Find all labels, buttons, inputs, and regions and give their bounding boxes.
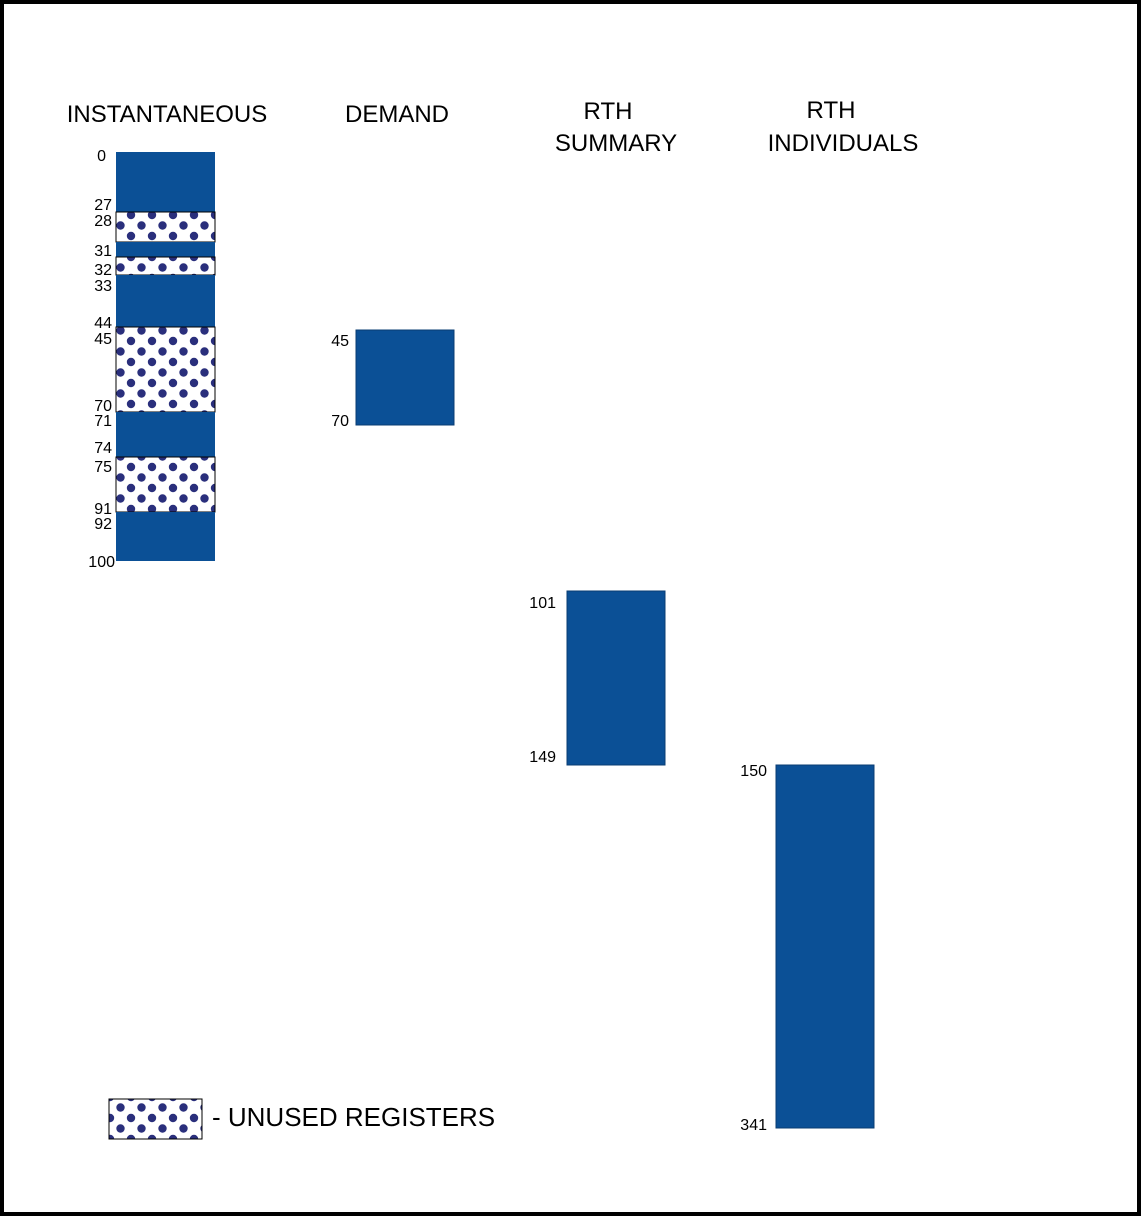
tick-label: 28 [94,213,112,230]
column-title-rth-summary-line1: RTH [584,98,633,125]
tick-label: 45 [94,331,112,348]
column-title-demand: DEMAND [345,101,449,128]
segment-used-31-32 [116,242,215,257]
tick-label: 75 [94,459,112,476]
segment-rth-summary-101-149 [566,590,666,766]
tick-label: 0 [97,148,106,165]
tick-label: 31 [94,243,112,260]
legend-label: - UNUSED REGISTERS [212,1102,495,1132]
column-title-rth-individuals-line1: RTH [807,97,856,124]
tick-label: 341 [740,1117,767,1134]
tick-label: 92 [94,516,112,533]
tick-label: 150 [740,763,767,780]
segment-used-0-27 [116,152,215,212]
segment-demand-45-70 [355,329,455,426]
segment-used-92-100 [116,512,215,561]
segment-rth-individuals-150-341 [775,764,875,1129]
tick-label: 70 [331,413,349,430]
tick-label: 91 [94,501,112,518]
segment-used-71-74 [116,412,215,457]
tick-label: 44 [94,315,112,332]
column-title-rth-summary-line2: SUMMARY [555,130,677,157]
column-title-rth-individuals-line2: INDIVIDUALS [768,130,919,157]
tick-label: 33 [94,278,112,295]
tick-label: 70 [94,398,112,415]
tick-label: 27 [94,197,112,214]
tick-label: 45 [331,333,349,350]
tick-label: 74 [94,440,112,457]
segment-unused-45-70 [115,326,216,413]
segment-unused-32-33 [115,256,216,276]
tick-label: 101 [529,595,556,612]
legend-swatch-unused [108,1098,203,1140]
tick-label: 149 [529,749,556,766]
column-title-instantaneous: INSTANTANEOUS [67,101,267,128]
segment-used-33-44 [116,275,215,327]
segment-unused-75-91 [115,456,216,513]
tick-label: 32 [94,262,112,279]
tick-label: 100 [88,554,115,571]
tick-label: 71 [94,413,112,430]
segment-unused-28-31 [115,211,216,243]
